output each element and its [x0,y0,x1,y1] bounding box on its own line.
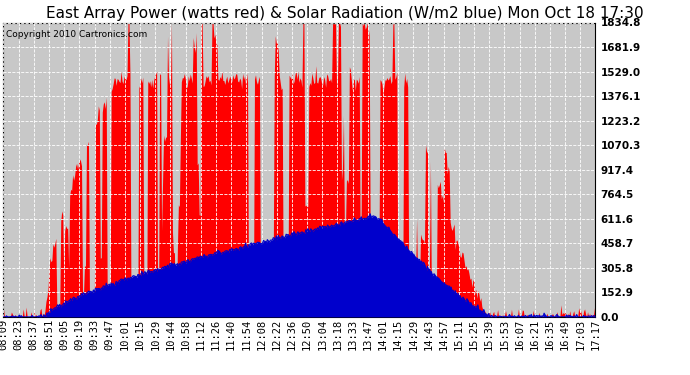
Text: East Array Power (watts red) & Solar Radiation (W/m2 blue) Mon Oct 18 17:30: East Array Power (watts red) & Solar Rad… [46,6,644,21]
Text: Copyright 2010 Cartronics.com: Copyright 2010 Cartronics.com [6,30,148,39]
